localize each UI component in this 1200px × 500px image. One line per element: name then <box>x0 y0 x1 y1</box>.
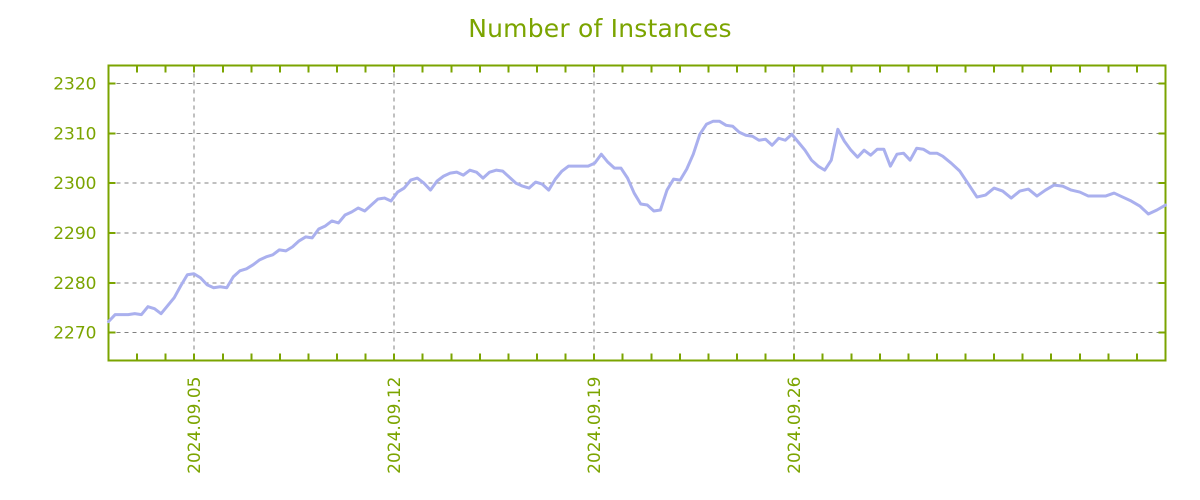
axis-frame <box>107 64 1167 362</box>
data-series-number-of-instances <box>107 119 1167 324</box>
y-axis-tick-label: 2320 <box>53 74 96 94</box>
plot-frame <box>107 64 1167 362</box>
y-axis-tick-label: 2290 <box>53 224 96 244</box>
chart-title: Number of Instances <box>468 14 732 43</box>
x-axis-tick-label: 2024.09.05 <box>185 377 205 474</box>
x-axis-tick-label: 2024.09.19 <box>585 377 605 474</box>
y-axis-tick-label: 2270 <box>53 324 96 344</box>
series-line <box>107 119 1167 324</box>
x-axis-tick-label: 2024.09.12 <box>385 377 405 474</box>
y-axis-tick-labels: 2270 2280 2290 2300 2310 2320 <box>53 74 96 343</box>
y-axis-tick-label: 2310 <box>53 124 96 144</box>
x-axis-tick-label: 2024.09.26 <box>785 377 805 474</box>
grid-lines <box>108 65 1166 361</box>
axis-ticks <box>107 65 1167 361</box>
y-axis-tick-label: 2300 <box>53 174 96 194</box>
y-axis-tick-label: 2280 <box>53 274 96 294</box>
x-axis-tick-labels: 2024.09.05 2024.09.12 2024.09.19 2024.09.26 <box>185 377 805 474</box>
